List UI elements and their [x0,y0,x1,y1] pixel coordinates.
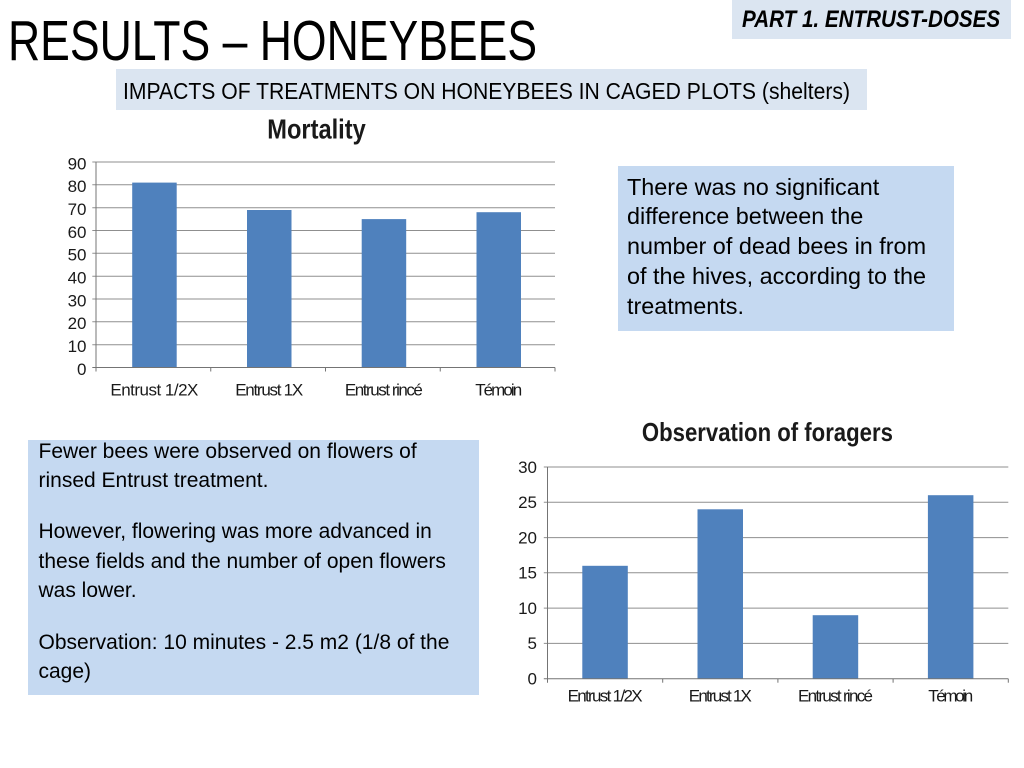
svg-text:40: 40 [68,269,87,288]
svg-text:0: 0 [528,670,537,689]
svg-text:Mortality: Mortality [267,114,366,145]
svg-text:30: 30 [68,291,87,310]
svg-text:80: 80 [68,177,87,196]
svg-text:10: 10 [518,599,537,618]
svg-text:10: 10 [68,337,87,356]
svg-text:Entrust 1/2X: Entrust 1/2X [568,686,643,705]
svg-text:Entrust 1/2X: Entrust 1/2X [110,381,198,400]
svg-text:70: 70 [68,200,87,219]
svg-text:90: 90 [68,154,87,173]
svg-text:60: 60 [68,223,87,242]
svg-text:30: 30 [518,458,537,477]
svg-text:Entrust rincé: Entrust rincé [345,381,423,400]
svg-text:0: 0 [77,360,86,379]
svg-text:Observation of foragers: Observation of foragers [642,417,893,447]
svg-text:Entrust 1X: Entrust 1X [689,686,752,705]
svg-text:Entrust 1X: Entrust 1X [235,381,303,400]
svg-text:Entrust rincé: Entrust rincé [798,686,873,705]
svg-text:5: 5 [528,634,537,653]
svg-text:50: 50 [68,246,87,265]
svg-text:20: 20 [68,314,87,333]
svg-text:Témoin: Témoin [475,381,522,400]
svg-text:Témoin: Témoin [928,686,973,705]
svg-text:25: 25 [518,493,537,512]
svg-text:15: 15 [518,564,537,583]
svg-text:20: 20 [518,528,537,547]
